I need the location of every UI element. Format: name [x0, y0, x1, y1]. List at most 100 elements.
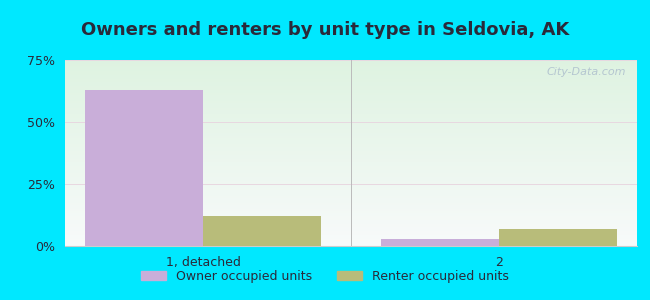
Bar	[65, 177, 637, 179]
Bar	[65, 211, 637, 212]
Bar	[65, 127, 637, 129]
Bar	[65, 224, 637, 226]
Bar	[65, 92, 637, 94]
Bar	[65, 138, 637, 140]
Bar	[65, 229, 637, 231]
Bar	[65, 173, 637, 175]
Bar	[65, 183, 637, 184]
Bar	[65, 77, 637, 79]
Bar	[65, 237, 637, 239]
Bar	[65, 131, 637, 133]
Text: Owners and renters by unit type in Seldovia, AK: Owners and renters by unit type in Seldo…	[81, 21, 569, 39]
Bar	[65, 149, 637, 151]
Bar	[65, 214, 637, 216]
Bar	[65, 105, 637, 106]
Bar	[65, 88, 637, 90]
Bar	[65, 73, 637, 75]
Bar	[65, 170, 637, 172]
Bar	[65, 142, 637, 144]
Bar	[65, 116, 637, 118]
Bar	[65, 144, 637, 146]
Bar	[65, 99, 637, 101]
Bar	[65, 220, 637, 222]
Bar	[65, 136, 637, 138]
Bar	[65, 212, 637, 214]
Bar	[65, 205, 637, 207]
Bar	[65, 103, 637, 105]
Bar	[65, 118, 637, 119]
Bar	[65, 192, 637, 194]
Bar	[65, 190, 637, 192]
Bar	[65, 168, 637, 170]
Bar	[65, 66, 637, 68]
Bar	[65, 187, 637, 188]
Bar	[65, 233, 637, 235]
Bar	[65, 82, 637, 84]
Bar	[65, 71, 637, 73]
Bar	[65, 238, 637, 240]
Bar	[65, 231, 637, 233]
Bar	[65, 123, 637, 125]
Bar	[65, 157, 637, 159]
Bar	[65, 147, 637, 149]
Bar	[65, 209, 637, 211]
Bar	[65, 108, 637, 110]
Bar	[65, 166, 637, 168]
Bar	[203, 216, 321, 246]
Text: City-Data.com: City-Data.com	[546, 68, 625, 77]
Bar	[65, 119, 637, 122]
Bar	[65, 216, 637, 218]
Bar	[65, 184, 637, 187]
Bar	[65, 95, 637, 97]
Bar	[65, 62, 637, 64]
Bar	[65, 226, 637, 227]
Bar	[65, 159, 637, 161]
Bar	[65, 75, 637, 77]
Bar	[65, 97, 637, 99]
Bar	[65, 69, 637, 71]
Bar	[381, 238, 499, 246]
Bar	[65, 179, 637, 181]
Bar	[65, 218, 637, 220]
Bar	[65, 125, 637, 127]
Bar	[65, 155, 637, 157]
Bar	[65, 153, 637, 155]
Bar	[65, 101, 637, 103]
Bar	[65, 151, 637, 153]
Bar	[65, 68, 637, 69]
Bar	[65, 240, 637, 242]
Bar	[65, 133, 637, 134]
Bar	[65, 64, 637, 66]
Bar	[65, 110, 637, 112]
Bar	[65, 244, 637, 246]
Bar	[65, 60, 637, 62]
Bar	[65, 235, 637, 237]
Bar	[65, 112, 637, 114]
Bar	[65, 201, 637, 203]
Bar	[65, 122, 637, 123]
Bar	[499, 229, 618, 246]
Bar	[65, 140, 637, 142]
Bar	[65, 134, 637, 136]
Bar	[65, 188, 637, 190]
Bar	[65, 90, 637, 92]
Bar	[65, 227, 637, 229]
Bar	[65, 198, 637, 200]
Bar	[65, 129, 637, 131]
Bar	[65, 242, 637, 244]
Bar	[84, 90, 203, 246]
Bar	[65, 114, 637, 116]
Legend: Owner occupied units, Renter occupied units: Owner occupied units, Renter occupied un…	[136, 265, 514, 288]
Bar	[65, 222, 637, 224]
Bar	[65, 175, 637, 177]
Bar	[65, 146, 637, 147]
Bar	[65, 86, 637, 88]
Bar	[65, 106, 637, 108]
Bar	[65, 80, 637, 82]
Bar	[65, 207, 637, 209]
Bar	[65, 84, 637, 86]
Bar	[65, 172, 637, 173]
Bar	[65, 164, 637, 166]
Bar	[65, 160, 637, 162]
Bar	[65, 181, 637, 183]
